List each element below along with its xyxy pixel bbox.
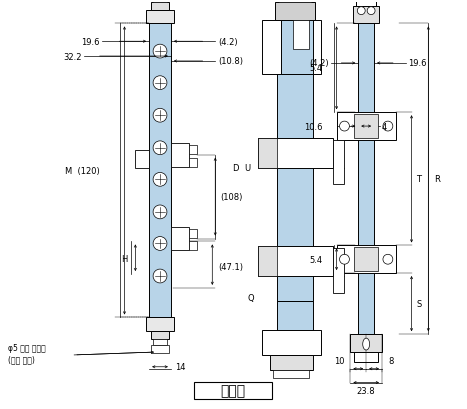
Text: 10.6: 10.6 bbox=[304, 122, 323, 131]
Bar bbox=[274, 370, 309, 378]
Bar bbox=[337, 246, 396, 273]
Bar bbox=[153, 339, 167, 345]
Bar bbox=[189, 158, 197, 167]
Bar bbox=[258, 139, 333, 168]
Bar bbox=[151, 331, 169, 339]
Text: R: R bbox=[434, 175, 440, 184]
Text: 5.4: 5.4 bbox=[310, 255, 323, 264]
Circle shape bbox=[340, 122, 349, 132]
Circle shape bbox=[357, 8, 365, 16]
Bar bbox=[333, 249, 345, 293]
Circle shape bbox=[340, 255, 349, 265]
Bar bbox=[277, 74, 313, 301]
Circle shape bbox=[383, 255, 393, 265]
Bar bbox=[333, 141, 345, 185]
Text: 4: 4 bbox=[382, 122, 387, 131]
Text: 19.6: 19.6 bbox=[81, 38, 100, 47]
Text: 5.4: 5.4 bbox=[310, 64, 323, 73]
Bar bbox=[151, 345, 169, 353]
Bar bbox=[354, 115, 378, 139]
Bar bbox=[193, 382, 272, 399]
Ellipse shape bbox=[363, 338, 369, 350]
Bar bbox=[281, 20, 313, 74]
Bar bbox=[146, 11, 174, 25]
Text: 수광기: 수광기 bbox=[220, 384, 246, 398]
Text: 32.2: 32.2 bbox=[64, 52, 82, 61]
Bar bbox=[189, 146, 197, 154]
Bar bbox=[350, 335, 382, 352]
Bar bbox=[269, 355, 313, 370]
Circle shape bbox=[153, 237, 167, 251]
Text: (47.1): (47.1) bbox=[218, 262, 243, 271]
Bar bbox=[189, 242, 197, 251]
Text: U: U bbox=[244, 164, 250, 173]
Bar bbox=[258, 139, 277, 168]
Circle shape bbox=[153, 270, 167, 283]
Circle shape bbox=[153, 45, 167, 59]
Bar bbox=[171, 227, 189, 251]
Text: H: H bbox=[121, 254, 127, 263]
Bar bbox=[354, 248, 378, 272]
Bar bbox=[146, 318, 174, 331]
Bar bbox=[358, 25, 374, 335]
Bar bbox=[189, 229, 197, 238]
Bar bbox=[277, 301, 313, 330]
Circle shape bbox=[383, 122, 393, 132]
Circle shape bbox=[153, 76, 167, 90]
Text: φ5 회색 케이블: φ5 회색 케이블 bbox=[8, 343, 46, 352]
Circle shape bbox=[153, 142, 167, 155]
Bar bbox=[354, 7, 379, 25]
Bar bbox=[135, 151, 149, 168]
Text: 8: 8 bbox=[388, 357, 393, 366]
Text: 19.6: 19.6 bbox=[408, 59, 426, 68]
Text: (흑색 라인): (흑색 라인) bbox=[8, 355, 35, 364]
Bar bbox=[276, 3, 315, 20]
Text: S: S bbox=[417, 299, 422, 308]
Bar bbox=[151, 3, 169, 11]
Text: M  (120): M (120) bbox=[65, 166, 100, 175]
Bar bbox=[258, 247, 277, 276]
Text: (10.8): (10.8) bbox=[218, 57, 243, 66]
Text: 10: 10 bbox=[334, 357, 345, 366]
Text: (108): (108) bbox=[220, 192, 242, 201]
Circle shape bbox=[153, 173, 167, 187]
Bar bbox=[337, 113, 396, 141]
Bar bbox=[354, 352, 378, 362]
Text: (4.2): (4.2) bbox=[218, 38, 238, 47]
Circle shape bbox=[367, 8, 375, 16]
Circle shape bbox=[153, 109, 167, 123]
Bar bbox=[262, 20, 321, 74]
Text: T: T bbox=[417, 175, 422, 184]
Bar bbox=[262, 330, 321, 355]
Circle shape bbox=[153, 205, 167, 219]
Bar bbox=[171, 144, 189, 167]
Text: 수광기: 수광기 bbox=[220, 384, 246, 398]
Text: Q: Q bbox=[248, 294, 255, 303]
Text: 14: 14 bbox=[175, 362, 185, 371]
Text: 23.8: 23.8 bbox=[357, 386, 375, 395]
Bar bbox=[258, 247, 333, 276]
Bar bbox=[356, 0, 376, 7]
Bar bbox=[279, 0, 311, 3]
Text: D: D bbox=[232, 164, 239, 173]
Text: (4.2): (4.2) bbox=[309, 59, 329, 68]
Bar bbox=[293, 20, 309, 50]
Bar bbox=[153, 0, 167, 3]
Bar bbox=[149, 25, 171, 318]
